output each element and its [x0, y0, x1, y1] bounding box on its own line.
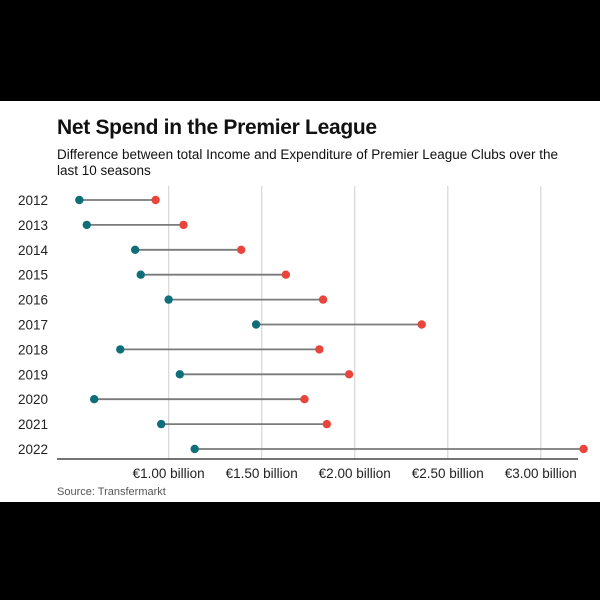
point-high — [300, 395, 309, 404]
y-tick-label: 2013 — [18, 218, 48, 233]
y-tick-label: 2014 — [18, 243, 49, 258]
point-high — [579, 444, 588, 454]
x-tick-label: €2.50 billion — [412, 466, 484, 481]
point-low — [175, 370, 185, 379]
point-low — [130, 245, 140, 254]
point-low — [90, 395, 99, 404]
y-tick-label: 2016 — [18, 293, 48, 308]
point-high — [344, 370, 354, 379]
point-low — [82, 220, 91, 230]
point-high — [179, 220, 188, 230]
point-low — [116, 345, 125, 354]
point-high — [151, 195, 160, 205]
dumbbell-plot: €1.00 billion €1.50 billion €2.00 billion €… — [18, 186, 588, 481]
point-high — [281, 270, 291, 279]
x-tick-label: €2.00 billion — [319, 466, 391, 481]
x-tick-label: €1.50 billion — [226, 466, 298, 481]
point-low — [164, 295, 173, 304]
point-low — [136, 270, 145, 279]
chart-title: Net Spend in the Premier League — [57, 116, 377, 139]
point-high — [322, 419, 332, 429]
y-tick-label: 2015 — [18, 268, 48, 283]
y-tick-label: 2018 — [18, 342, 48, 357]
x-tick-label: €1.00 billion — [133, 466, 205, 481]
y-tick-label: 2017 — [18, 318, 48, 333]
x-tick-label: €3.00 billion — [505, 466, 577, 481]
point-high — [237, 245, 246, 254]
source-note: Source: Transfermarkt — [57, 486, 166, 498]
y-tick-label: 2022 — [18, 442, 48, 457]
point-low — [251, 320, 261, 329]
y-tick-label: 2021 — [18, 417, 48, 432]
y-tick-label: 2012 — [18, 193, 48, 208]
y-tick-label: 2019 — [18, 367, 48, 382]
point-low — [157, 419, 166, 429]
chart-panel: Net Spend in the Premier League Differen… — [0, 101, 600, 502]
y-tick-label: 2020 — [18, 392, 48, 407]
chart-subtitle: Difference between total Income and Expe… — [57, 147, 559, 178]
point-high — [315, 345, 324, 354]
point-low — [190, 444, 199, 454]
point-low — [75, 195, 84, 205]
point-high — [417, 320, 426, 329]
point-high — [318, 295, 328, 304]
